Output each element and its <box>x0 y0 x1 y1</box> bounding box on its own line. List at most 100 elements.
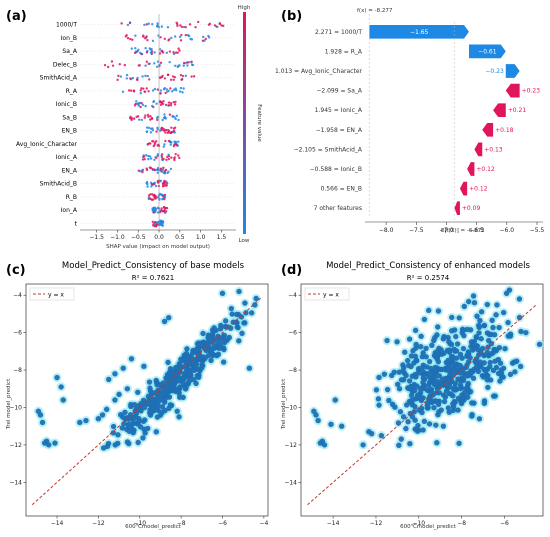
y-tick-label: −8 <box>288 367 297 374</box>
shap-point <box>164 91 167 95</box>
shap-point <box>175 144 179 147</box>
shap-point <box>159 61 163 65</box>
shap-point <box>136 76 139 80</box>
data-point <box>445 367 452 373</box>
shap-point <box>149 127 153 130</box>
shap-point <box>145 36 148 39</box>
x-tick-label: −14 <box>51 520 64 527</box>
shap-point <box>163 210 166 213</box>
shap-point <box>165 158 168 161</box>
data-point <box>441 398 448 405</box>
data-point <box>174 376 181 382</box>
data-point <box>445 405 452 411</box>
bar-value-label: +0.18 <box>495 127 514 134</box>
shap-point <box>111 64 115 67</box>
data-point <box>478 362 484 369</box>
waterfall-bar <box>493 103 506 118</box>
data-point <box>470 293 477 299</box>
shap-point <box>174 51 178 54</box>
shap-point <box>169 101 173 105</box>
shap-point <box>170 131 173 134</box>
shap-point <box>119 75 123 78</box>
shap-point <box>138 64 141 67</box>
shap-point <box>161 193 164 197</box>
data-point <box>110 423 117 430</box>
shap-point <box>145 60 149 63</box>
shap-point <box>171 75 175 78</box>
shap-point <box>174 140 178 144</box>
y-tick-label: −12 <box>284 442 297 449</box>
data-point <box>179 357 185 364</box>
shap-point <box>156 118 159 122</box>
feature-label: Ion_A <box>61 207 78 214</box>
data-point <box>429 373 435 379</box>
data-point <box>449 314 455 321</box>
shap-point <box>165 184 168 187</box>
data-point <box>180 381 187 387</box>
feature-label: SmithAcid_A <box>40 75 78 82</box>
data-point <box>211 325 217 331</box>
shap-point <box>177 47 180 50</box>
data-point <box>500 309 507 316</box>
data-point <box>384 337 390 344</box>
panel-label-b: (b) <box>281 9 302 24</box>
data-point <box>418 405 425 412</box>
data-point <box>248 310 255 316</box>
shap-point <box>159 179 163 182</box>
shap-point <box>152 206 156 210</box>
data-point <box>222 318 229 324</box>
shap-point <box>186 64 189 67</box>
shap-point <box>147 126 151 130</box>
data-point <box>420 371 426 377</box>
shap-point <box>207 23 211 26</box>
data-point <box>176 414 182 420</box>
data-point <box>218 322 224 329</box>
shap-point <box>141 75 144 78</box>
shap-point <box>153 194 157 197</box>
data-point <box>396 386 403 392</box>
data-point <box>403 425 409 432</box>
shap-point <box>156 22 159 25</box>
shap-point <box>142 35 145 38</box>
data-point <box>441 333 447 340</box>
shap-point <box>173 35 177 38</box>
shap-point <box>158 210 162 214</box>
data-point <box>414 428 421 434</box>
shap-point <box>146 113 150 117</box>
waterfall-bar <box>505 83 520 98</box>
feature-label: 0.566 = EN_B <box>321 186 362 193</box>
shap-point <box>159 89 163 92</box>
shap-point <box>130 117 134 120</box>
data-point <box>431 381 438 387</box>
scatter-chart-base: (c) Model_Predict_Consistency of base mo… <box>6 261 268 530</box>
data-point <box>487 359 493 366</box>
data-point <box>181 376 187 383</box>
shap-point <box>222 24 225 28</box>
shap-point <box>151 139 154 143</box>
data-point <box>476 416 483 422</box>
legend-label: y = x <box>323 292 339 299</box>
shap-point <box>144 46 147 50</box>
shap-point <box>153 51 156 54</box>
data-point <box>406 385 412 392</box>
x-tick-label: −8.0 <box>379 227 394 234</box>
point-layer <box>311 287 543 449</box>
data-point <box>328 421 334 428</box>
x-tick-label: −12 <box>370 520 383 527</box>
shap-point <box>177 154 180 157</box>
shap-point <box>153 168 157 172</box>
feature-label: Delec_B <box>53 61 77 68</box>
shap-point <box>204 37 207 41</box>
data-point <box>465 349 472 355</box>
shap-point <box>179 86 183 90</box>
shap-point <box>147 197 150 201</box>
data-point <box>440 381 446 388</box>
shap-point <box>144 114 147 117</box>
feature-label: −1.958 = EN_A <box>316 127 363 134</box>
shap-point <box>162 87 166 91</box>
waterfall-bar <box>505 64 520 78</box>
data-point <box>141 363 147 370</box>
feature-label: Avg_Ionic_Character <box>16 141 77 148</box>
shap-point <box>158 76 162 79</box>
data-point <box>435 359 442 365</box>
